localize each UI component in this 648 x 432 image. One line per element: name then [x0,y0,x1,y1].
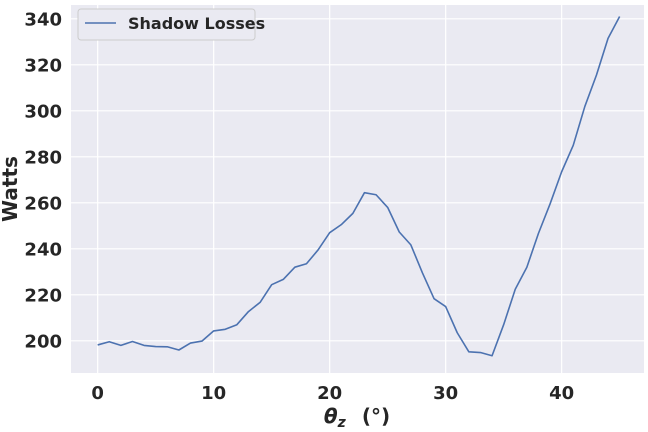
x-tick-label-40: 40 [549,383,574,404]
y-tick-label-340: 340 [24,9,62,30]
legend-box [77,8,256,41]
x-axis-label-symbol: θ [324,404,338,428]
x-axis-label-unit: (°) [362,404,390,428]
x-tick-label-0: 0 [91,383,104,404]
y-tick-label-220: 220 [24,285,62,306]
x-tick-label-10: 10 [201,383,226,404]
series-layer [97,16,621,357]
legend-label-shadow-losses: Shadow Losses [128,14,265,33]
series-line-0 [97,16,621,357]
plot-area [71,5,644,373]
grid-lines [71,5,644,373]
x-axis-label: θz (°) [324,404,390,431]
y-tick-label-320: 320 [24,55,62,76]
y-tick-label-200: 200 [24,331,62,352]
y-tick-label-280: 280 [24,147,62,168]
x-tick-label-20: 20 [317,383,342,404]
y-tick-label-260: 260 [24,193,62,214]
x-axis-label-subscript: z [337,415,347,431]
legend: Shadow Losses [77,8,265,41]
tick-labels: 0 10 20 30 40 200 220 240 260 280 300 320 340 [24,9,574,404]
y-axis-label: Watts [0,156,22,222]
y-tick-label-300: 300 [24,101,62,122]
x-tick-label-30: 30 [433,383,458,404]
y-tick-label-240: 240 [24,239,62,260]
